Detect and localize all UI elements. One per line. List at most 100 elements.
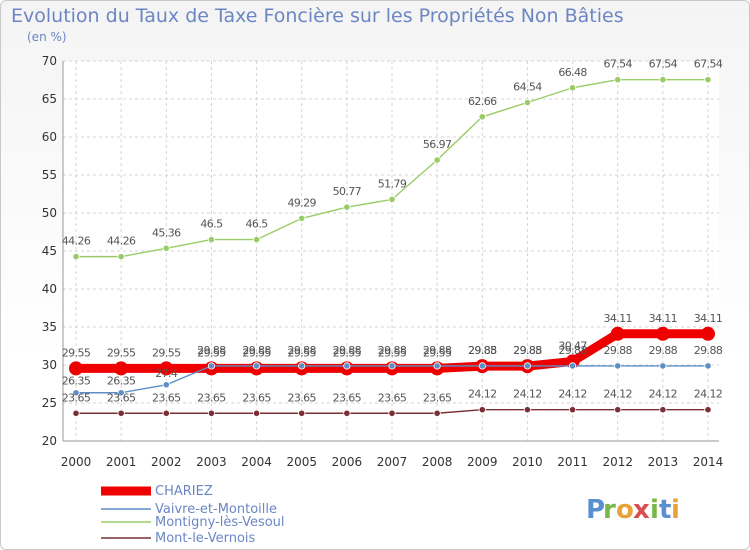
data-label-montigny-les-vesoul: 45.36 — [152, 226, 181, 239]
data-point-mont-le-vernois — [478, 406, 486, 414]
data-label-mont-le-vernois: 24.12 — [603, 388, 632, 401]
data-point-chariez — [69, 361, 83, 376]
data-label-montigny-les-vesoul: 51.79 — [378, 177, 407, 190]
logo-letter: o — [616, 495, 634, 525]
data-point-chariez — [610, 326, 625, 341]
data-label-vaivre-et-montoille: 26.35 — [107, 375, 136, 388]
logo-letter: i — [671, 495, 680, 525]
y-tick-label: 25 — [42, 396, 57, 410]
x-tick-label: 2013 — [648, 455, 679, 469]
data-label-mont-le-vernois: 23.65 — [423, 391, 452, 404]
data-point-montigny-les-vesoul — [704, 76, 712, 84]
x-tick-label: 2003 — [196, 455, 227, 469]
data-label-montigny-les-vesoul: 46.5 — [246, 218, 269, 231]
y-tick-label: 45 — [42, 244, 57, 258]
x-tick-label: 2009 — [467, 455, 498, 469]
data-label-mont-le-vernois: 23.65 — [152, 391, 181, 404]
x-tick-label: 2014 — [693, 455, 724, 469]
data-label-montigny-les-vesoul: 50.77 — [333, 185, 362, 198]
data-point-mont-le-vernois — [614, 406, 622, 414]
data-point-montigny-les-vesoul — [659, 76, 667, 84]
data-point-vaivre-et-montoille — [117, 389, 125, 397]
x-tick-label: 2005 — [286, 455, 317, 469]
data-label-mont-le-vernois: 23.65 — [197, 391, 226, 404]
data-point-montigny-les-vesoul — [433, 156, 441, 164]
data-label-montigny-les-vesoul: 46.5 — [200, 218, 223, 231]
y-tick-label: 60 — [42, 130, 57, 144]
data-label-mont-le-vernois: 24.12 — [649, 388, 678, 401]
data-label-chariez: 29.55 — [378, 346, 407, 359]
data-label-mont-le-vernois: 24.12 — [513, 388, 542, 401]
data-point-vaivre-et-montoille — [72, 389, 80, 397]
grid — [63, 60, 719, 442]
series-layer — [69, 76, 715, 417]
data-point-chariez — [114, 361, 129, 376]
logo-letter: P — [586, 495, 605, 525]
data-label-chariez: 29.55 — [242, 346, 271, 359]
data-label-mont-le-vernois: 23.65 — [287, 391, 316, 404]
data-label-mont-le-vernois: 24.12 — [694, 388, 723, 401]
data-point-montigny-les-vesoul — [72, 253, 80, 261]
data-point-vaivre-et-montoille — [162, 381, 170, 389]
data-point-mont-le-vernois — [388, 409, 396, 417]
legend: CHARIEZ Vaivre-et-MontoilleMontigny-lès-V… — [101, 484, 285, 546]
y-tick-label: 40 — [42, 282, 57, 296]
data-label-chariez: 29.55 — [62, 346, 91, 359]
chart-subtitle: (en %) — [27, 30, 67, 44]
x-tick-label: 2006 — [332, 455, 363, 469]
proxiti-logo: Pr o x i t i — [586, 495, 680, 525]
data-point-vaivre-et-montoille — [704, 362, 712, 370]
data-label-chariez: 30.47 — [558, 339, 587, 352]
data-label-montigny-les-vesoul: 44.26 — [107, 235, 136, 248]
data-point-mont-le-vernois — [252, 409, 261, 417]
data-label-chariez: 34.11 — [649, 312, 678, 325]
data-label-chariez: 29.85 — [513, 344, 542, 357]
legend-label-mont-le-vernois: Mont-le-Vernois — [155, 531, 256, 546]
data-label-vaivre-et-montoille: 29.88 — [197, 344, 226, 357]
data-label-vaivre-et-montoille: 29.88 — [513, 344, 542, 357]
data-label-montigny-les-vesoul: 66.48 — [558, 66, 587, 79]
data-label-vaivre-et-montoille: 29.88 — [468, 344, 497, 357]
data-label-vaivre-et-montoille: 29.88 — [558, 344, 587, 357]
legend-label-chariez: CHARIEZ — [155, 484, 213, 499]
axes: 20 25 30 35 40 45 50 55 60 65 70 2000 2001 2002 2003 20… — [42, 54, 724, 469]
data-point-vaivre-et-montoille — [478, 362, 486, 370]
chart-title: Evolution du Taux de Taxe Foncière sur l… — [11, 5, 624, 27]
legend-label-vaivre-et-montoille: Vaivre-et-Montoille — [155, 502, 277, 517]
data-point-vaivre-et-montoille — [388, 362, 396, 370]
data-point-chariez — [701, 326, 715, 341]
data-point-chariez — [565, 354, 580, 369]
x-tick-label: 2000 — [61, 455, 92, 469]
data-label-mont-le-vernois: 23.65 — [242, 391, 271, 404]
data-point-montigny-les-vesoul — [388, 195, 396, 203]
data-point-montigny-les-vesoul — [343, 203, 351, 211]
y-tick-label: 30 — [42, 358, 57, 372]
data-label-mont-le-vernois: 23.65 — [62, 391, 91, 404]
data-point-montigny-les-vesoul — [614, 76, 622, 84]
data-point-montigny-les-vesoul — [162, 244, 170, 252]
data-label-montigny-les-vesoul: 44.26 — [62, 235, 91, 248]
logo-letter: r — [603, 495, 616, 525]
data-label-vaivre-et-montoille: 29.88 — [603, 344, 632, 357]
data-point-montigny-les-vesoul — [298, 214, 306, 222]
data-label-montigny-les-vesoul: 67.54 — [694, 58, 723, 71]
data-point-mont-le-vernois — [704, 406, 712, 414]
x-tick-label: 2012 — [602, 455, 633, 469]
logo-letter: i — [650, 495, 659, 525]
data-label-montigny-les-vesoul: 49.29 — [287, 196, 316, 209]
data-point-chariez — [655, 326, 670, 341]
data-label-chariez: 29.85 — [468, 344, 497, 357]
data-point-vaivre-et-montoille — [207, 362, 216, 370]
data-label-mont-le-vernois: 24.12 — [468, 388, 497, 401]
data-point-montigny-les-vesoul — [568, 84, 577, 92]
data-point-mont-le-vernois — [568, 406, 577, 414]
data-label-mont-le-vernois: 24.12 — [558, 388, 587, 401]
data-label-vaivre-et-montoille: 29.88 — [378, 344, 407, 357]
data-point-vaivre-et-montoille — [433, 362, 441, 370]
data-point-mont-le-vernois — [298, 409, 306, 417]
data-label-chariez: 34.11 — [694, 312, 723, 325]
data-point-vaivre-et-montoille — [614, 362, 622, 370]
data-point-montigny-les-vesoul — [117, 253, 125, 261]
data-label-vaivre-et-montoille: 27.4 — [155, 367, 178, 380]
